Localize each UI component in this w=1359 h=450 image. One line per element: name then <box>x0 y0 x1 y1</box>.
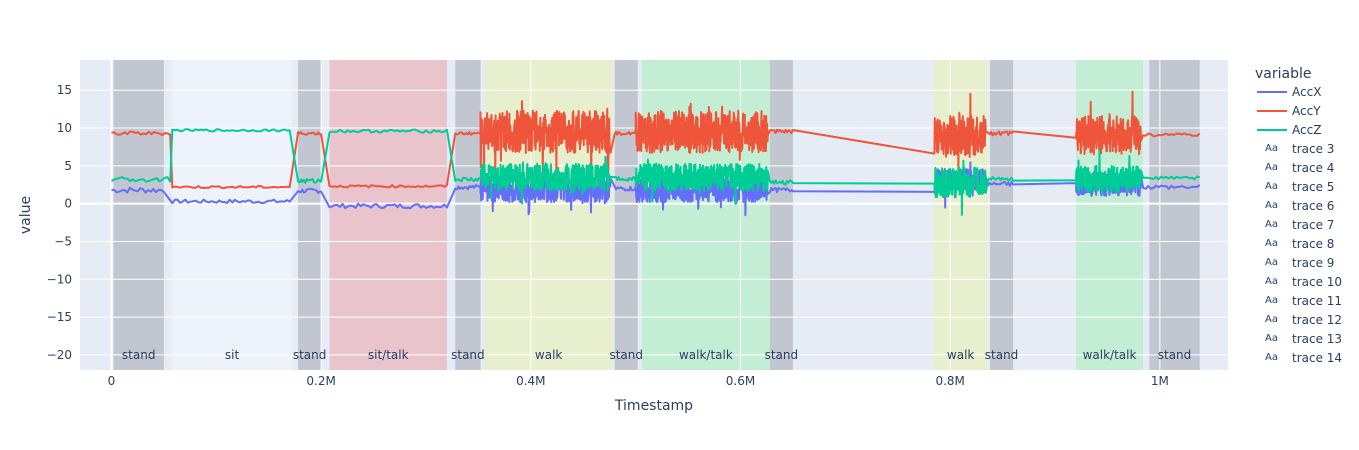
legend-item-label: trace 3 <box>1292 142 1334 156</box>
series-line-accy <box>111 90 1201 190</box>
legend-item-trace[interactable]: Aa trace 12 <box>1265 313 1342 327</box>
x-tick-label: 0 <box>108 374 116 388</box>
legend-text-marker: Aa <box>1265 276 1278 287</box>
activity-band-label: walk <box>947 348 975 362</box>
activity-band-label: stand <box>609 348 643 362</box>
legend-item-trace[interactable]: Aa trace 14 <box>1265 351 1342 365</box>
legend-text-marker: Aa <box>1265 200 1278 211</box>
y-tick-label: −5 <box>54 234 72 248</box>
activity-band <box>990 60 1014 370</box>
legend-item-label: trace 11 <box>1292 294 1342 308</box>
legend-item-trace[interactable]: Aa trace 11 <box>1265 294 1342 308</box>
activity-band-label: walk/talk <box>1083 348 1137 362</box>
activity-bands <box>113 60 1200 370</box>
legend-item-trace[interactable]: Aa trace 5 <box>1265 180 1334 194</box>
activity-band-label: stand <box>765 348 799 362</box>
legend-text-marker: Aa <box>1265 219 1278 230</box>
series-line-accz <box>110 128 1200 216</box>
y-tick-label: −10 <box>47 272 72 286</box>
activity-band-label: stand <box>985 348 1019 362</box>
legend-item-trace[interactable]: Aa trace 10 <box>1265 275 1342 289</box>
activity-band <box>769 60 793 370</box>
activity-band-label: stand <box>293 348 327 362</box>
activity-band <box>1149 60 1200 370</box>
activity-band-label: stand <box>451 348 485 362</box>
x-tick-label: 1M <box>1151 374 1169 388</box>
activity-band <box>933 60 988 370</box>
legend-item-trace[interactable]: Aa trace 7 <box>1265 218 1334 232</box>
legend-item-trace[interactable]: Aa trace 8 <box>1265 237 1334 251</box>
activity-band <box>329 60 447 370</box>
activity-band <box>113 60 164 370</box>
x-tick-label: 0.6M <box>726 374 755 388</box>
legend-title: variable <box>1255 66 1311 82</box>
legend-item-label: AccX <box>1292 85 1321 99</box>
activity-band-label: sit <box>225 348 240 362</box>
y-tick-label: 15 <box>57 83 72 97</box>
legend-item-label: trace 12 <box>1292 313 1342 327</box>
legend-item-label: AccZ <box>1292 123 1321 137</box>
legend-text-marker: Aa <box>1265 162 1278 173</box>
legend-text-marker: Aa <box>1265 295 1278 306</box>
legend-text-marker: Aa <box>1265 181 1278 192</box>
activity-band-label: walk <box>535 348 563 362</box>
y-axis-ticks: 15 10 5 0 −5 −10 −15 −20 <box>47 83 72 362</box>
x-tick-label: 0.2M <box>306 374 335 388</box>
activity-band-labels: stand sit stand sit/talk stand walk stand walk/… <box>122 348 1191 362</box>
legend-item-accx[interactable]: AccX <box>1257 85 1321 99</box>
legend-text-marker: Aa <box>1265 257 1278 268</box>
legend-item-label: trace 7 <box>1292 218 1334 232</box>
activity-band <box>614 60 638 370</box>
legend-text-marker: Aa <box>1265 333 1278 344</box>
activity-band-label: sit/talk <box>368 348 409 362</box>
activity-band <box>641 60 770 370</box>
series-lines <box>110 90 1201 217</box>
legend-text-marker: Aa <box>1265 314 1278 325</box>
activity-band <box>298 60 322 370</box>
x-tick-label: 0.8M <box>935 374 964 388</box>
legend-item-label: trace 9 <box>1292 256 1334 270</box>
y-tick-label: 0 <box>64 197 72 211</box>
y-tick-label: −20 <box>47 348 72 362</box>
x-axis-title: Timestamp <box>614 398 693 414</box>
y-axis-title: value <box>18 196 34 234</box>
x-tick-label: 0.4M <box>516 374 545 388</box>
activity-band-label: walk/talk <box>679 348 733 362</box>
legend-item-label: trace 14 <box>1292 351 1342 365</box>
legend-text-marker: Aa <box>1265 238 1278 249</box>
activity-band-label: stand <box>1158 348 1192 362</box>
legend-item-trace[interactable]: Aa trace 9 <box>1265 256 1334 270</box>
x-axis-ticks: 0 0.2M 0.4M 0.6M 0.8M 1M <box>108 374 1169 388</box>
legend-item-accz[interactable]: AccZ <box>1257 123 1321 137</box>
activity-band <box>484 60 613 370</box>
activity-band-label: stand <box>122 348 156 362</box>
y-tick-label: 5 <box>64 159 72 173</box>
legend-item-trace[interactable]: Aa trace 13 <box>1265 332 1342 346</box>
legend-item-trace[interactable]: Aa trace 4 <box>1265 161 1334 175</box>
legend-item-label: AccY <box>1292 104 1321 118</box>
legend-item-label: trace 5 <box>1292 180 1334 194</box>
legend-item-label: trace 6 <box>1292 199 1334 213</box>
legend-item-label: trace 4 <box>1292 161 1334 175</box>
legend-item-label: trace 8 <box>1292 237 1334 251</box>
legend-item-accy[interactable]: AccY <box>1257 104 1321 118</box>
legend-item-trace[interactable]: Aa trace 6 <box>1265 199 1334 213</box>
legend-item-trace[interactable]: Aa trace 3 <box>1265 142 1334 156</box>
activity-band <box>172 60 292 370</box>
legend-text-marker: Aa <box>1265 352 1278 363</box>
y-tick-label: −15 <box>47 310 72 324</box>
legend-item-label: trace 13 <box>1292 332 1342 346</box>
legend-text-marker: Aa <box>1265 143 1278 154</box>
legend-item-label: trace 10 <box>1292 275 1342 289</box>
y-tick-label: 10 <box>57 121 72 135</box>
activity-band <box>455 60 481 370</box>
